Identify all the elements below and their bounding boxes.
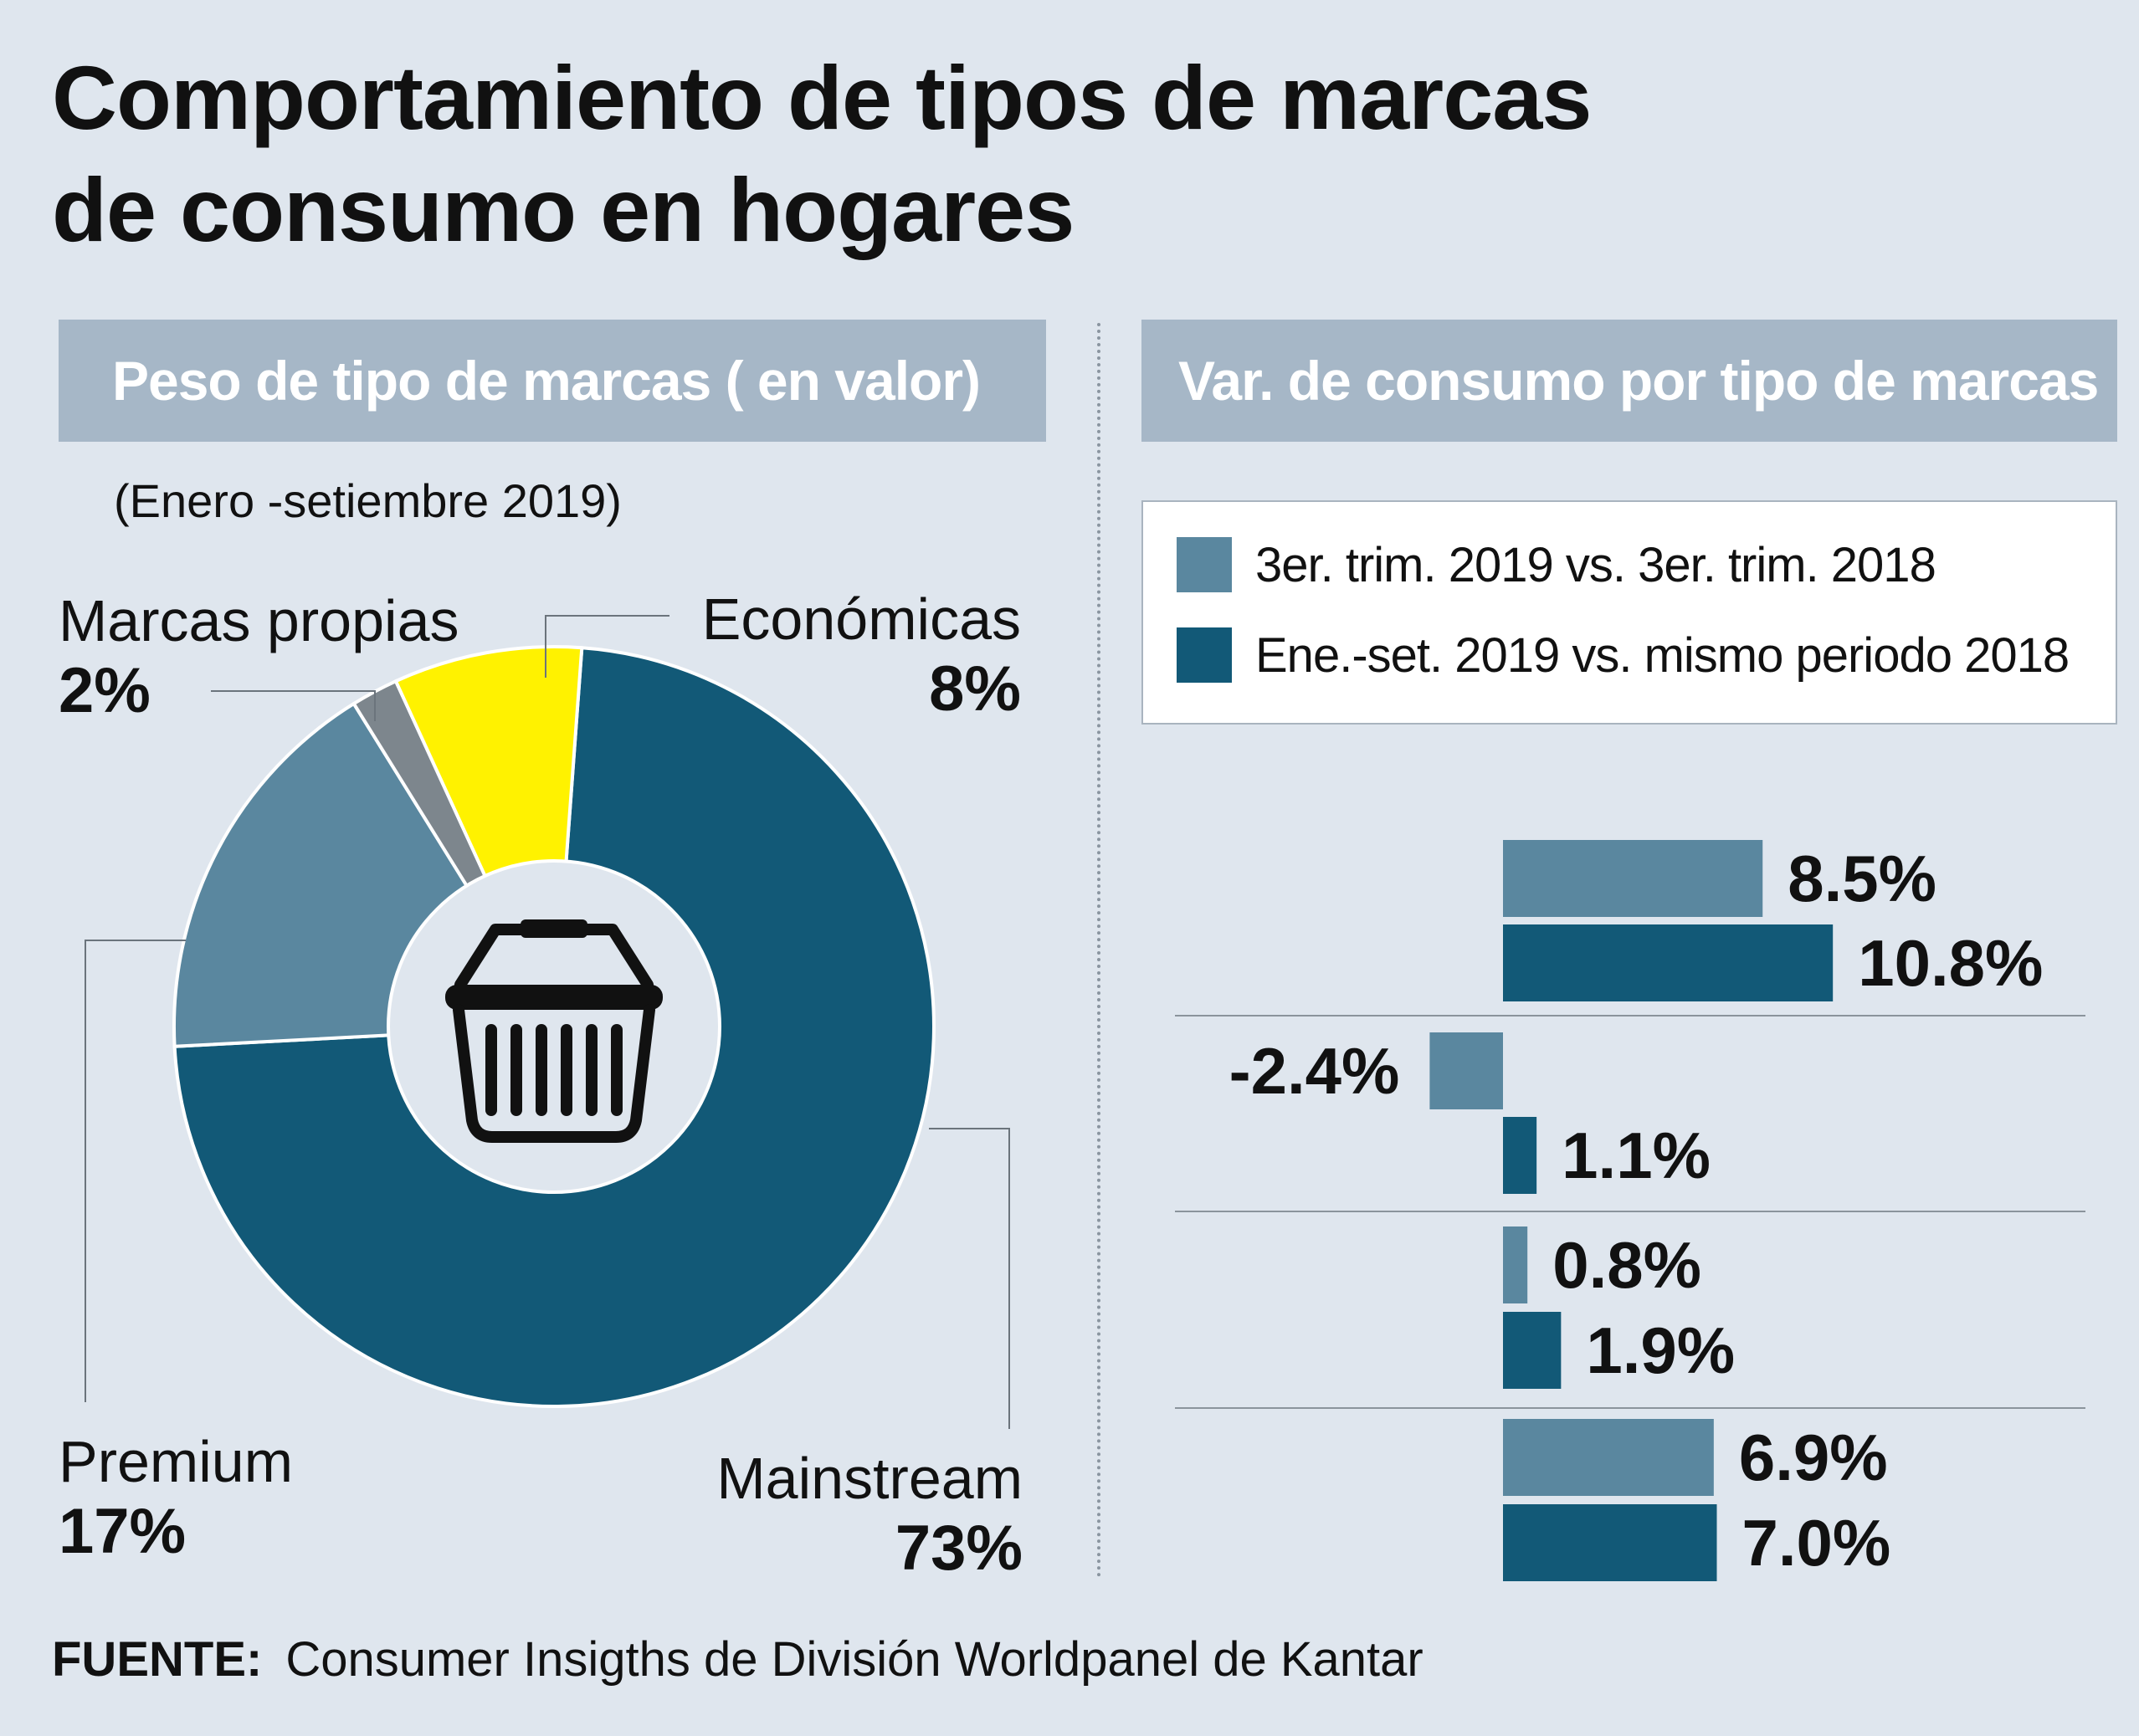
legend-swatch — [1177, 537, 1232, 592]
pie-section-header: Peso de tipo de marcas ( en valor) — [59, 320, 1046, 442]
bar-value-label: 0.8% — [1552, 1228, 1701, 1302]
bar-ytd-4 — [1503, 1504, 1717, 1581]
leader-line-mainstream — [929, 1128, 1010, 1429]
bar-value-label: 10.8% — [1858, 926, 2043, 1000]
leader-line-premium — [85, 940, 186, 1402]
bar-q3-4 — [1503, 1419, 1714, 1496]
slice-label-economicas: Económicas 8% — [702, 584, 1021, 725]
panel-divider — [1097, 323, 1100, 1578]
bar-q3-3 — [1503, 1226, 1528, 1303]
bar-ytd-3 — [1503, 1312, 1562, 1389]
slice-name: Marcas propias — [59, 588, 459, 653]
legend-label: Ene.-set. 2019 vs. mismo periodo 2018 — [1255, 627, 2070, 683]
shopping-basket-icon — [445, 919, 663, 1143]
slice-name: Mainstream — [716, 1446, 1023, 1511]
bar-ytd-2 — [1503, 1117, 1537, 1194]
bar-value-label: 6.9% — [1739, 1421, 1888, 1494]
chart-title-line-1: Comportamiento de tipos de marcas — [52, 47, 1592, 148]
pie-period-label: (Enero -setiembre 2019) — [114, 474, 622, 527]
bar-value-label: 7.0% — [1742, 1506, 1891, 1580]
legend-label: 3er. trim. 2019 vs. 3er. trim. 2018 — [1255, 537, 1936, 592]
slice-value: 73% — [895, 1513, 1023, 1584]
legend-item-q3: 3er. trim. 2019 vs. 3er. trim. 2018 — [1177, 535, 1936, 594]
bar-chart: 8.5% -2.4% 0.8% 6.9% 10.8% 1.1% 1.9% 7.0% — [1175, 840, 2085, 1581]
legend-swatch — [1177, 627, 1232, 683]
bar-ytd-1 — [1503, 924, 1834, 1001]
slice-value: 8% — [929, 653, 1021, 725]
chart-title: Comportamiento de tipos de marcas de con… — [52, 42, 2060, 266]
source-note: FUENTE: Consumer Insigths de División Wor… — [52, 1631, 1423, 1687]
slice-value: 2% — [59, 655, 151, 726]
bar-q3-1 — [1503, 840, 1763, 917]
chart-title-line-2: de consumo en hogares — [52, 159, 1075, 260]
slice-value: 17% — [59, 1496, 187, 1567]
slice-label-premium: Premium 17% — [59, 1426, 293, 1567]
leader-line-economicas — [545, 615, 669, 678]
source-label: FUENTE: — [52, 1632, 263, 1687]
source-text: Consumer Insigths de División Worldpanel… — [285, 1632, 1423, 1687]
slice-name: Económicas — [701, 586, 1021, 652]
legend-item-ytd: Ene.-set. 2019 vs. mismo periodo 2018 — [1177, 626, 2070, 684]
slice-label-marcas-propias: Marcas propias 2% — [59, 586, 459, 726]
bar-value-label: 8.5% — [1788, 842, 1936, 915]
slice-label-mainstream: Mainstream 73% — [716, 1443, 1023, 1584]
bar-value-label: 1.1% — [1562, 1119, 1711, 1192]
bar-value-label: 1.9% — [1586, 1314, 1735, 1387]
bar-legend: 3er. trim. 2019 vs. 3er. trim. 2018 Ene.… — [1141, 500, 2117, 725]
donut-chart — [85, 615, 1010, 1429]
bar-section-header: Var. de consumo por tipo de marcas — [1141, 320, 2117, 442]
bar-value-label: -2.4% — [1229, 1034, 1400, 1108]
leader-line-marcas-propias — [211, 690, 376, 721]
slice-name: Premium — [59, 1429, 294, 1494]
bar-q3-2 — [1429, 1032, 1503, 1109]
